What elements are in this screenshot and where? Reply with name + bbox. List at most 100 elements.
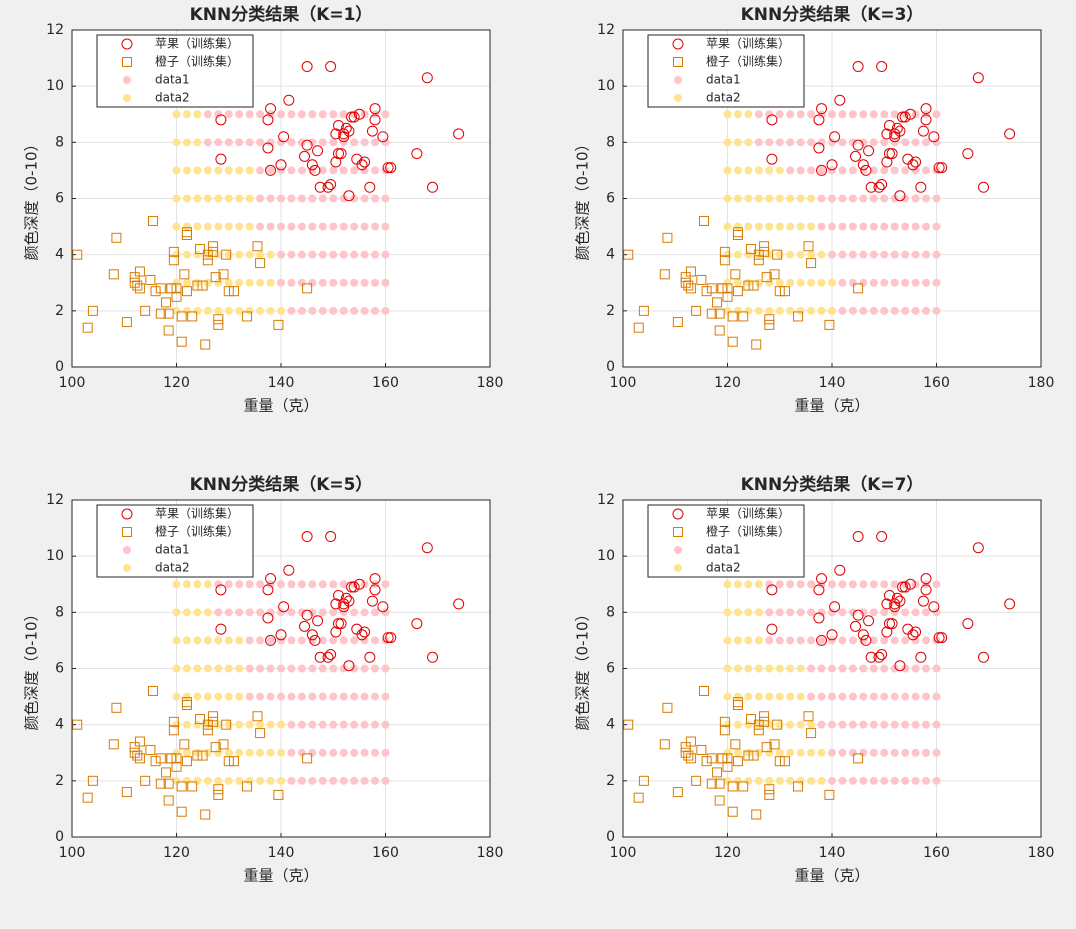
x-tick-label: 140 [819,375,846,391]
point [312,145,324,157]
point [108,269,119,280]
point [738,781,749,792]
point [863,145,875,157]
point [922,664,931,673]
point [339,110,348,119]
point [329,776,338,785]
point [193,306,202,315]
point [817,720,826,729]
point [865,181,877,193]
point [848,636,857,645]
point [382,632,394,644]
point [722,753,733,764]
point [350,720,359,729]
point [252,711,263,722]
point [701,756,712,767]
point [245,636,254,645]
point [880,166,889,175]
point [890,664,899,673]
point [453,598,465,610]
point [672,317,683,328]
point [277,138,285,147]
point [706,778,717,789]
point [381,306,390,315]
point [817,306,826,315]
y-tick-label: 10 [597,548,615,564]
point [883,618,895,630]
point [765,194,774,203]
point [932,692,941,701]
point [899,581,911,593]
point [754,636,763,645]
point [411,148,423,160]
point [171,761,182,772]
point [339,138,348,147]
point [796,664,805,673]
point [723,222,732,231]
point [691,775,702,786]
point [297,720,306,729]
point [754,748,763,757]
y-tick-label: 6 [606,661,615,677]
point [889,131,901,143]
point [302,753,313,764]
point [134,736,145,747]
legend-label: 橙子（训练集） [155,524,239,539]
y-tick-label: 6 [606,191,615,207]
point [308,110,317,119]
point [852,609,864,621]
x-tick-label: 120 [714,375,741,391]
point [807,138,816,147]
point [161,297,172,308]
point [213,784,224,795]
point [730,739,741,750]
point [350,250,359,259]
point [256,250,265,259]
point [172,222,181,231]
point [786,166,795,175]
point [297,278,306,287]
point [318,692,327,701]
point [325,648,337,660]
point [214,110,223,119]
point [297,306,306,315]
point [744,222,753,231]
point [922,608,931,617]
point [182,194,191,203]
point [932,720,941,729]
point [850,620,862,632]
point [828,580,836,589]
point [195,244,206,255]
point [796,748,805,757]
point [753,249,764,260]
point [308,194,317,203]
point [848,720,857,729]
point [214,776,223,785]
point [283,94,295,106]
y-tick-label: 10 [597,78,615,94]
subplot: 100 120 140 160 180 0 2 4 6 8 10 12 KNN分类结果（K=3） 重量（克… [574,4,1055,415]
point [277,278,285,287]
x-tick-label: 180 [1028,845,1055,861]
point [911,748,920,757]
point [727,781,738,792]
point [235,776,244,785]
point [880,692,889,701]
point [371,110,380,119]
point [838,608,847,617]
y-tick-label: 10 [46,78,64,94]
point [203,636,212,645]
point [266,636,275,645]
point [748,280,759,291]
point [277,250,285,259]
point [848,608,857,617]
point [329,194,338,203]
point [932,608,941,617]
point [972,542,984,554]
point [339,278,348,287]
point [719,255,730,266]
point [859,664,868,673]
point [890,608,899,617]
point [719,246,730,257]
point [712,297,723,308]
